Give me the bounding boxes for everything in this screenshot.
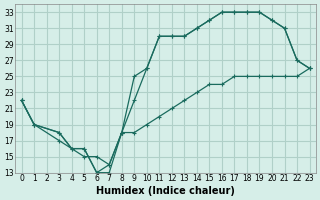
X-axis label: Humidex (Indice chaleur): Humidex (Indice chaleur) bbox=[96, 186, 235, 196]
